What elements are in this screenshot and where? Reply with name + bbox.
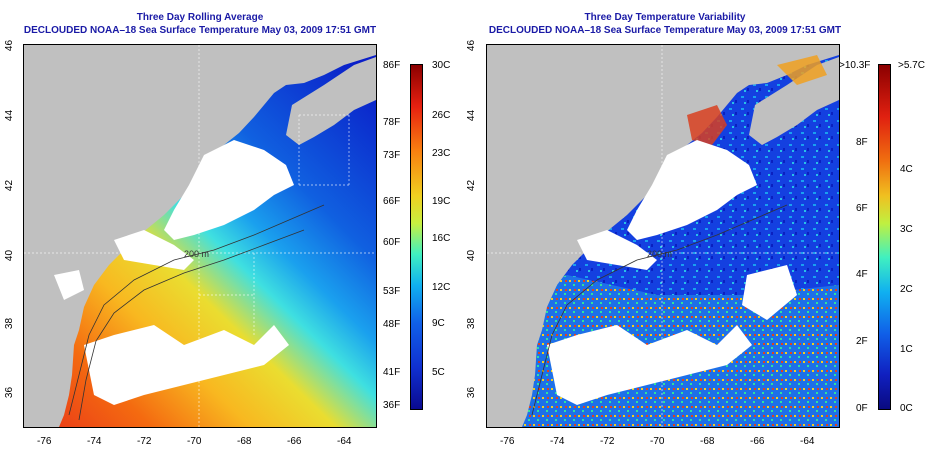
right-lon-72: -72 — [600, 436, 615, 447]
left-cb-c-0: 30C — [432, 60, 451, 71]
right-contour-line — [531, 204, 788, 416]
right-lat-38: 38 — [466, 317, 478, 330]
right-title: Three Day Temperature Variability — [584, 12, 746, 23]
left-lat-44: 44 — [4, 109, 16, 122]
right-cb-c-2: 3C — [900, 224, 913, 235]
left-lat-36: 36 — [4, 386, 16, 399]
left-cb-c-6: 9C — [432, 318, 445, 329]
left-cb-f-8: 36F — [383, 400, 401, 411]
left-cb-f-5: 53F — [383, 286, 401, 297]
left-contour-line-2 — [78, 229, 305, 421]
left-cloud-4 — [54, 270, 84, 300]
left-lat-42: 42 — [4, 179, 16, 192]
right-cb-f-3: 4F — [856, 269, 868, 280]
right-lon-64: -64 — [800, 436, 815, 447]
right-hotspot-2 — [777, 55, 827, 85]
left-lon-68: -68 — [237, 436, 252, 447]
right-cb-f-0: >10.3F — [839, 60, 871, 71]
left-cb-c-1: 26C — [432, 110, 451, 121]
left-lon-76: -76 — [37, 436, 52, 447]
left-cb-c-7: 5C — [432, 367, 445, 378]
right-cb-c-0: >5.7C — [898, 60, 925, 71]
left-cb-f-4: 60F — [383, 237, 401, 248]
right-cb-c-1: 4C — [900, 164, 913, 175]
left-lon-70: -70 — [187, 436, 202, 447]
left-cb-f-3: 66F — [383, 196, 401, 207]
left-cb-f-2: 73F — [383, 150, 401, 161]
left-land-novascotia — [286, 57, 376, 145]
right-cloud-4 — [742, 265, 797, 320]
left-lat-46: 46 — [4, 39, 16, 52]
left-contour-label-200: 200 m — [184, 249, 209, 259]
left-cb-c-4: 16C — [432, 233, 451, 244]
left-cb-c-2: 23C — [432, 148, 451, 159]
right-cb-f-4: 2F — [856, 336, 868, 347]
right-lat-46: 46 — [466, 39, 478, 52]
right-lon-70: -70 — [650, 436, 665, 447]
right-lon-76: -76 — [500, 436, 515, 447]
left-cb-f-0: 86F — [383, 60, 401, 71]
left-lon-74: -74 — [87, 436, 102, 447]
left-title: Three Day Rolling Average — [136, 12, 264, 23]
left-lat-40: 40 — [4, 249, 16, 262]
right-hotspot — [687, 105, 727, 145]
right-cb-f-5: 0F — [856, 403, 868, 414]
right-lon-74: -74 — [550, 436, 565, 447]
left-cloud-3 — [84, 325, 289, 405]
left-cb-c-5: 12C — [432, 282, 451, 293]
right-cb-c-5: 0C — [900, 403, 913, 414]
left-cb-f-6: 48F — [383, 319, 401, 330]
right-lat-42: 42 — [466, 179, 478, 192]
right-subtitle: DECLOUDED NOAA–18 Sea Surface Temperatur… — [488, 25, 842, 36]
right-land-mainland — [487, 45, 839, 427]
right-contour-label-200: 200 m — [647, 249, 672, 259]
left-sst-map[interactable]: 200 m — [23, 44, 377, 428]
right-cb-f-2: 6F — [856, 203, 868, 214]
right-colorbar — [878, 64, 891, 410]
left-lat-38: 38 — [4, 317, 16, 330]
left-cb-f-7: 41F — [383, 367, 401, 378]
right-lat-44: 44 — [466, 109, 478, 122]
left-cb-f-1: 78F — [383, 117, 401, 128]
right-lon-68: -68 — [700, 436, 715, 447]
left-contour-line — [68, 204, 325, 416]
left-colorbar — [410, 64, 423, 410]
right-lon-66: -66 — [750, 436, 765, 447]
left-lon-66: -66 — [287, 436, 302, 447]
right-cloud-3 — [547, 325, 752, 405]
left-lon-72: -72 — [137, 436, 152, 447]
left-subtitle: DECLOUDED NOAA–18 Sea Surface Temperatur… — [23, 25, 377, 36]
right-variability-map[interactable]: 200 m — [486, 44, 840, 428]
right-land-novascotia — [749, 57, 839, 145]
left-cloud-1 — [164, 140, 294, 240]
right-lat-40: 40 — [466, 249, 478, 262]
left-cb-c-3: 19C — [432, 196, 451, 207]
right-cb-c-4: 1C — [900, 344, 913, 355]
left-land-mainland — [24, 45, 376, 427]
right-cloud-1 — [627, 140, 757, 240]
right-lat-36: 36 — [466, 386, 478, 399]
right-cb-c-3: 2C — [900, 284, 913, 295]
right-cb-f-1: 8F — [856, 137, 868, 148]
left-lon-64: -64 — [337, 436, 352, 447]
left-map-svg: 200 m — [24, 45, 376, 427]
right-map-svg: 200 m — [487, 45, 839, 427]
